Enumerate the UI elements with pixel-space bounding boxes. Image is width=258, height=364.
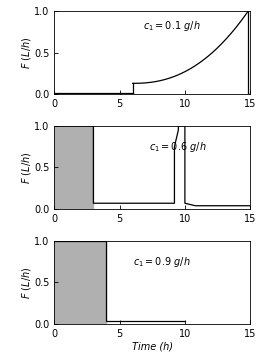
Y-axis label: $F\ (L/h)$: $F\ (L/h)$ (20, 151, 33, 184)
Y-axis label: $F\ (L/h)$: $F\ (L/h)$ (20, 266, 33, 298)
Y-axis label: $F\ (L/h)$: $F\ (L/h)$ (20, 36, 33, 69)
Bar (54, 126, 93, 209)
Text: $c_1 = 0.9\ g/h$: $c_1 = 0.9\ g/h$ (133, 254, 191, 269)
X-axis label: Time (h): Time (h) (132, 341, 173, 352)
Bar (54, 241, 107, 324)
Text: $c_1 = 0.6\ g/h$: $c_1 = 0.6\ g/h$ (149, 140, 206, 154)
Text: $c_1 = 0.1\ g/h$: $c_1 = 0.1\ g/h$ (143, 19, 201, 33)
